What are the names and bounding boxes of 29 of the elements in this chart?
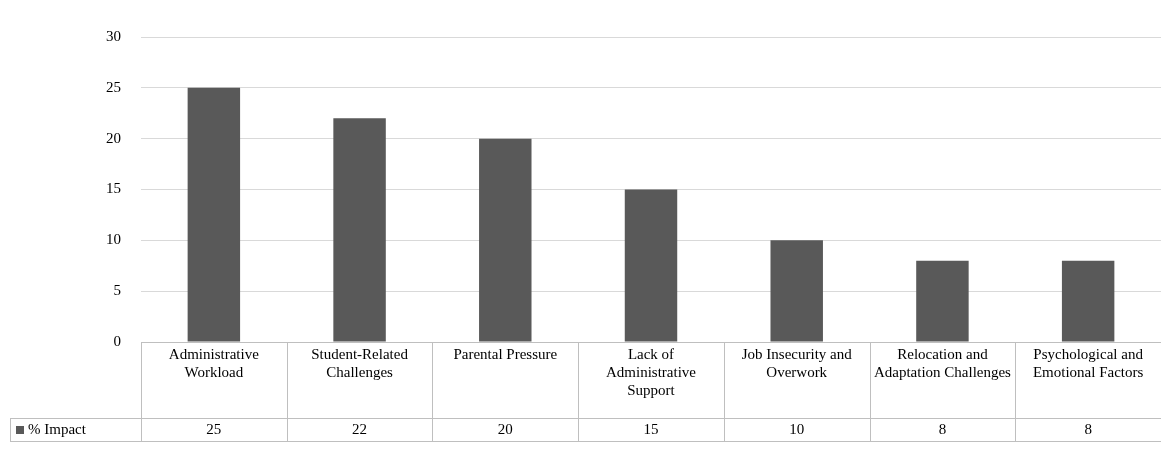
y-tick-label: 10	[106, 231, 121, 248]
data-label: 10	[789, 420, 805, 437]
bar	[916, 260, 969, 342]
y-tick-label: 0	[113, 332, 121, 349]
y-tick-label: 20	[106, 129, 121, 146]
bar	[770, 240, 823, 342]
x-tick-label: Job Insecurity and Overwork	[741, 345, 853, 380]
bar	[187, 87, 241, 342]
bar	[624, 189, 678, 342]
data-label: 20	[497, 420, 513, 437]
y-tick-label: 30	[106, 27, 121, 44]
data-label: 8	[938, 420, 947, 437]
y-tick-label: 25	[106, 78, 121, 95]
bar	[333, 118, 386, 342]
x-tick-label: Relocation and Adaptation Challenges	[873, 345, 1012, 380]
x-tick-label: Psychological and Emotional Factors	[1032, 345, 1144, 380]
data-label: 25	[206, 420, 222, 437]
bar	[479, 138, 532, 342]
y-tick-label: 5	[113, 282, 121, 299]
x-tick-label: Parental Pressure	[453, 345, 558, 362]
legend-label: % Impact	[28, 420, 87, 437]
data-label: 22	[352, 420, 368, 437]
x-tick-label: Student-Related Challenges	[311, 345, 409, 380]
y-tick-label: 15	[106, 180, 121, 197]
x-tick-label: Lack of Administrative Support	[606, 345, 697, 398]
data-label: 8	[1084, 420, 1092, 437]
bar	[1061, 260, 1115, 342]
data-label: 15	[643, 420, 659, 437]
x-tick-label: Administrative Workload	[168, 345, 260, 380]
